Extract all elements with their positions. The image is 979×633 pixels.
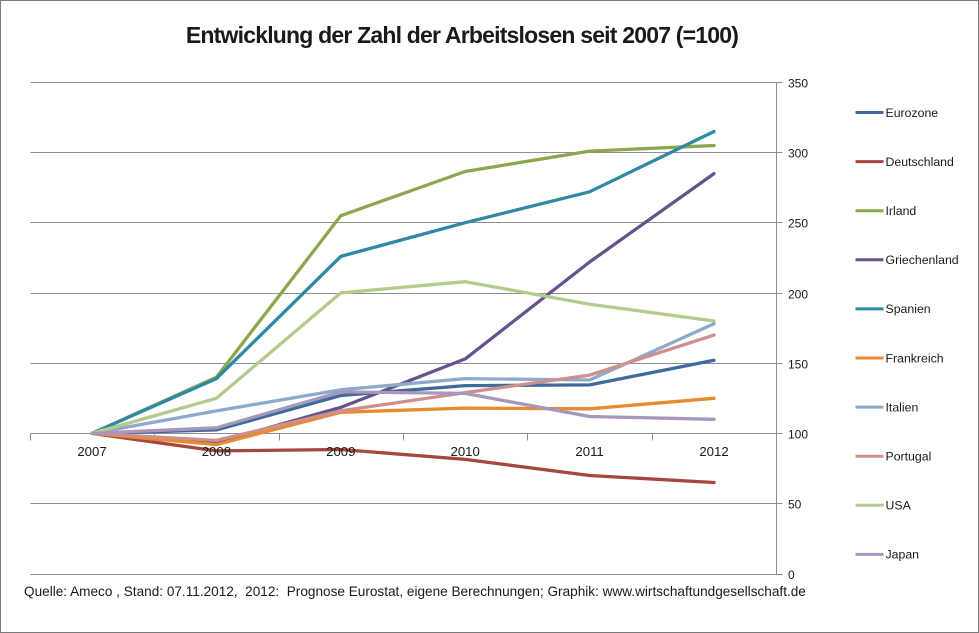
svg-text:Eurozone: Eurozone: [886, 106, 939, 120]
svg-text:100: 100: [788, 428, 808, 442]
svg-text:Portugal: Portugal: [886, 450, 932, 464]
svg-text:2007: 2007: [77, 444, 106, 459]
svg-text:Quelle: Ameco , Stand: 07.11.2: Quelle: Ameco , Stand: 07.11.2012, 2012:…: [24, 584, 806, 599]
svg-text:Italien: Italien: [886, 400, 919, 414]
svg-text:USA: USA: [886, 499, 912, 513]
svg-text:Japan: Japan: [886, 548, 920, 562]
svg-text:250: 250: [788, 217, 808, 231]
svg-text:300: 300: [788, 147, 808, 161]
svg-text:350: 350: [788, 77, 808, 91]
svg-text:2011: 2011: [575, 444, 603, 459]
svg-text:Irland: Irland: [886, 204, 917, 218]
svg-text:Griechenland: Griechenland: [886, 253, 959, 267]
svg-text:150: 150: [788, 358, 808, 372]
svg-text:2009: 2009: [326, 444, 355, 459]
svg-text:2008: 2008: [202, 444, 231, 459]
svg-text:Frankreich: Frankreich: [886, 351, 944, 365]
svg-text:50: 50: [788, 498, 802, 512]
svg-text:Spanien: Spanien: [886, 302, 931, 316]
svg-text:0: 0: [788, 568, 795, 582]
svg-text:200: 200: [788, 288, 808, 302]
svg-text:2010: 2010: [451, 444, 480, 459]
svg-text:Deutschland: Deutschland: [886, 155, 955, 169]
svg-text:2012: 2012: [699, 444, 728, 459]
svg-text:Entwicklung der Zahl der Arbei: Entwicklung der Zahl der Arbeitslosen se…: [186, 22, 738, 48]
